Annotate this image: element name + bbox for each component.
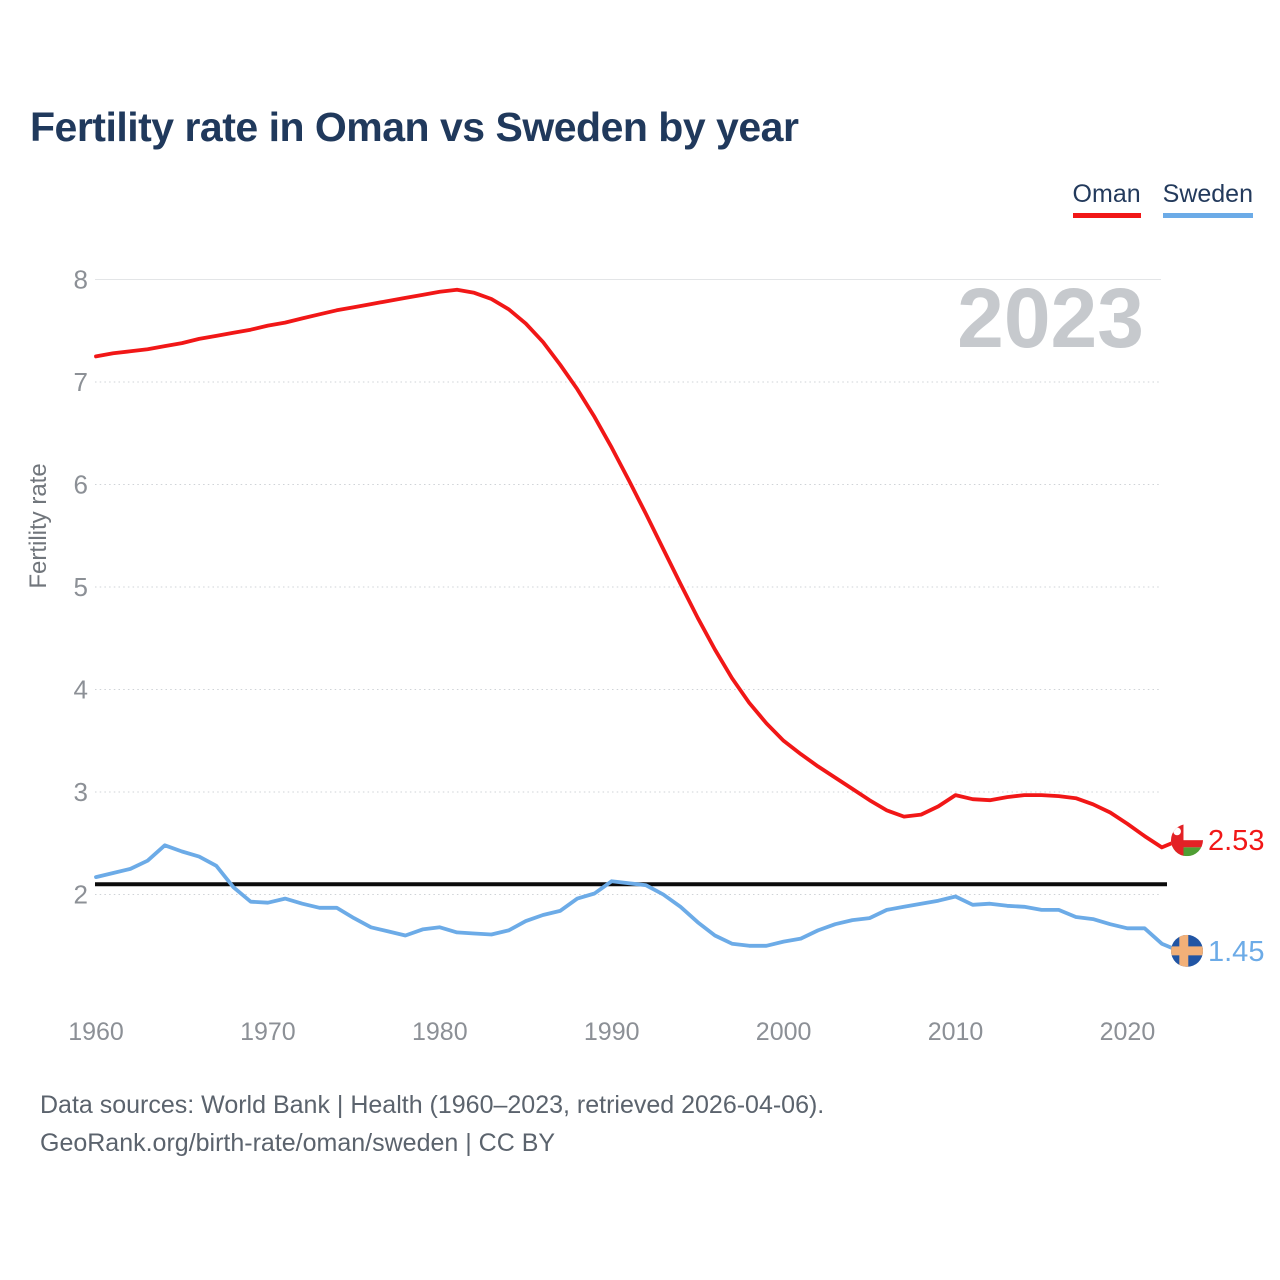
footer-attribution[interactable]: GeoRank.org/birth-rate/oman/sweden | CC … bbox=[40, 1129, 556, 1157]
y-tick-label-6: 6 bbox=[74, 470, 88, 500]
y-tick-label-3: 3 bbox=[74, 777, 88, 807]
y-axis-title: Fertility rate bbox=[25, 463, 52, 588]
page-title: Fertility rate in Oman vs Sweden by year bbox=[30, 104, 799, 150]
footer: Data sources: World Bank | Health (1960–… bbox=[40, 1086, 1240, 1162]
legend: Oman Sweden bbox=[1072, 180, 1253, 218]
series-line-sweden bbox=[94, 843, 1181, 953]
watermark-year: 2023 bbox=[957, 271, 1144, 365]
x-tick-label-2000: 2000 bbox=[756, 1018, 812, 1046]
y-tick-label-2: 2 bbox=[74, 880, 88, 910]
y-tick-label-8: 8 bbox=[74, 265, 88, 295]
sweden-flag-icon bbox=[1171, 934, 1203, 967]
oman-flag-icon bbox=[1171, 824, 1203, 857]
oman-emblem bbox=[1173, 827, 1181, 836]
legend-item-sweden[interactable]: Sweden bbox=[1162, 180, 1253, 218]
x-tick-label-2020: 2020 bbox=[1100, 1018, 1156, 1046]
series-line-oman bbox=[94, 287, 1181, 850]
x-tick-label-1970: 1970 bbox=[240, 1018, 296, 1046]
footer-sources: Data sources: World Bank | Health (1960–… bbox=[40, 1091, 825, 1119]
x-tick-label-1960: 1960 bbox=[68, 1018, 124, 1046]
x-tick-label-1990: 1990 bbox=[584, 1018, 640, 1046]
legend-item-oman[interactable]: Oman bbox=[1072, 180, 1141, 218]
x-tick-label-1980: 1980 bbox=[412, 1018, 468, 1046]
oman-end-value: 2.53 bbox=[1208, 825, 1264, 857]
y-tick-label-4: 4 bbox=[74, 675, 88, 705]
y-tick-label-7: 7 bbox=[74, 367, 88, 397]
x-tick-label-2010: 2010 bbox=[928, 1018, 984, 1046]
y-tick-label-5: 5 bbox=[74, 572, 88, 602]
sweden-end-value: 1.45 bbox=[1208, 936, 1264, 968]
